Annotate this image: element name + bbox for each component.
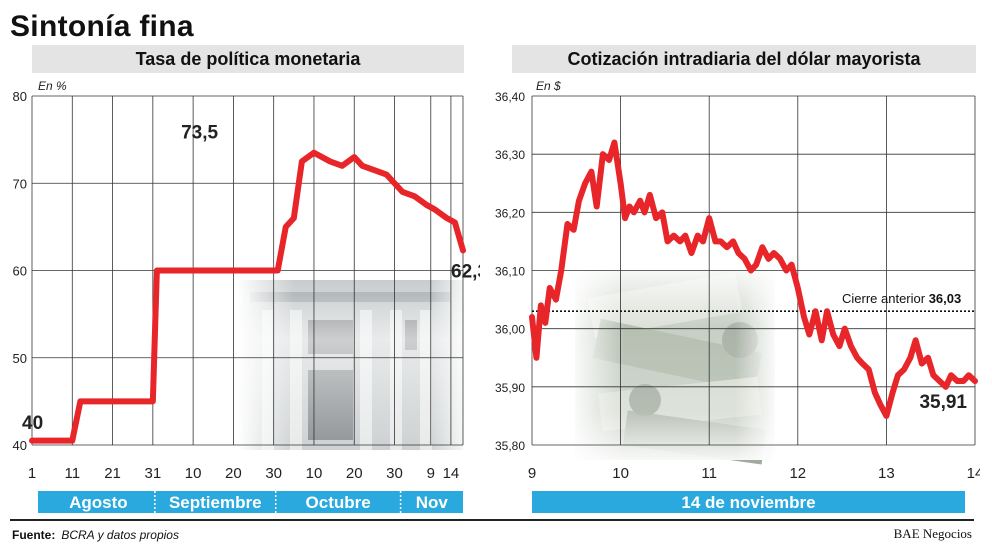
left-xtick-label: 21 bbox=[104, 465, 121, 482]
left-unit-label: En % bbox=[38, 79, 67, 93]
month-band bbox=[38, 491, 463, 513]
right-unit-label: En $ bbox=[536, 79, 561, 93]
left-xtick-label: 30 bbox=[265, 465, 282, 482]
left-xtick-label: 14 bbox=[443, 465, 460, 482]
month-label: Agosto bbox=[69, 493, 128, 512]
dollar-rate-chart: 35,80 35,90 36,00 36,10 36,20 36,30 36,40 9 10 11… bbox=[495, 79, 980, 513]
month-label: Septiembre bbox=[169, 493, 262, 512]
left-xtick-label: 11 bbox=[64, 465, 80, 482]
left-xtick-label: 30 bbox=[386, 465, 403, 482]
right-ytick-label: 36,10 bbox=[495, 265, 525, 279]
right-ytick-label: 35,90 bbox=[495, 381, 525, 395]
central-bank-building-photo bbox=[238, 280, 463, 450]
right-ytick-label: 36,30 bbox=[495, 148, 525, 162]
left-xtick-label: 1 bbox=[28, 465, 36, 482]
month-label: Nov bbox=[416, 493, 449, 512]
dollar-rate-line bbox=[529, 139, 978, 419]
left-ytick-label: 50 bbox=[13, 351, 27, 366]
right-xtick-label: 14 bbox=[967, 465, 980, 482]
source-note: Fuente: BCRA y datos propios bbox=[12, 528, 179, 542]
left-xtick-label: 9 bbox=[427, 465, 435, 482]
infographic-title: Sintonía fina bbox=[10, 10, 194, 43]
left-value-annotation: 73,5 bbox=[181, 123, 218, 144]
source-text: BCRA y datos propios bbox=[61, 528, 179, 542]
right-ytick-label: 36,20 bbox=[495, 206, 525, 220]
right-xtick-label: 12 bbox=[789, 465, 806, 482]
left-xtick-label: 31 bbox=[144, 465, 161, 482]
right-xtick-label: 9 bbox=[528, 465, 536, 482]
right-grid bbox=[531, 95, 976, 446]
policy-rate-line bbox=[29, 149, 466, 444]
month-label: Octubre bbox=[306, 493, 371, 512]
right-chart-title: Cotización intradiaria del dólar mayoris… bbox=[512, 45, 976, 73]
right-value-annotation: 35,91 bbox=[919, 392, 967, 413]
source-label: Fuente: bbox=[12, 528, 56, 542]
left-ytick-label: 70 bbox=[13, 176, 27, 191]
right-xtick-label: 13 bbox=[878, 465, 895, 482]
right-series bbox=[529, 139, 978, 419]
right-ytick-label: 35,80 bbox=[495, 439, 525, 453]
left-xtick-label: 10 bbox=[185, 465, 202, 482]
left-ytick-label: 60 bbox=[13, 264, 27, 279]
left-value-annotation: 62,3 bbox=[451, 261, 480, 282]
previous-close-text: Cierre anterior bbox=[842, 291, 929, 306]
right-xtick-label: 11 bbox=[701, 465, 717, 482]
left-xtick-label: 20 bbox=[346, 465, 363, 482]
previous-close-value: 36,03 bbox=[929, 291, 962, 306]
publisher-brand: BAE Negocios bbox=[893, 526, 972, 541]
left-series bbox=[29, 149, 466, 444]
left-labels: 40 73,5 62,3 bbox=[22, 123, 480, 434]
right-ytick-label: 36,40 bbox=[495, 90, 525, 104]
left-chart-title: Tasa de política monetaria bbox=[32, 45, 464, 73]
left-xtick-label: 10 bbox=[306, 465, 323, 482]
previous-close-label: Cierre anterior 36,03 bbox=[842, 291, 961, 306]
date-band-label: 14 de noviembre bbox=[681, 493, 815, 512]
left-ytick-label: 40 bbox=[13, 438, 27, 453]
dollar-bills-photo bbox=[575, 270, 775, 465]
date-band bbox=[532, 491, 965, 513]
right-xtick-label: 10 bbox=[612, 465, 629, 482]
left-value-annotation: 40 bbox=[22, 413, 43, 434]
right-labels: Cierre anterior 36,03 35,91 bbox=[842, 291, 967, 413]
left-ytick-label: 80 bbox=[13, 89, 27, 104]
footer-rule bbox=[10, 519, 974, 521]
right-axis: 35,80 35,90 36,00 36,10 36,20 36,30 36,40 9 10 11… bbox=[495, 79, 980, 513]
left-xtick-label: 20 bbox=[225, 465, 242, 482]
right-ytick-label: 36,00 bbox=[495, 323, 525, 337]
